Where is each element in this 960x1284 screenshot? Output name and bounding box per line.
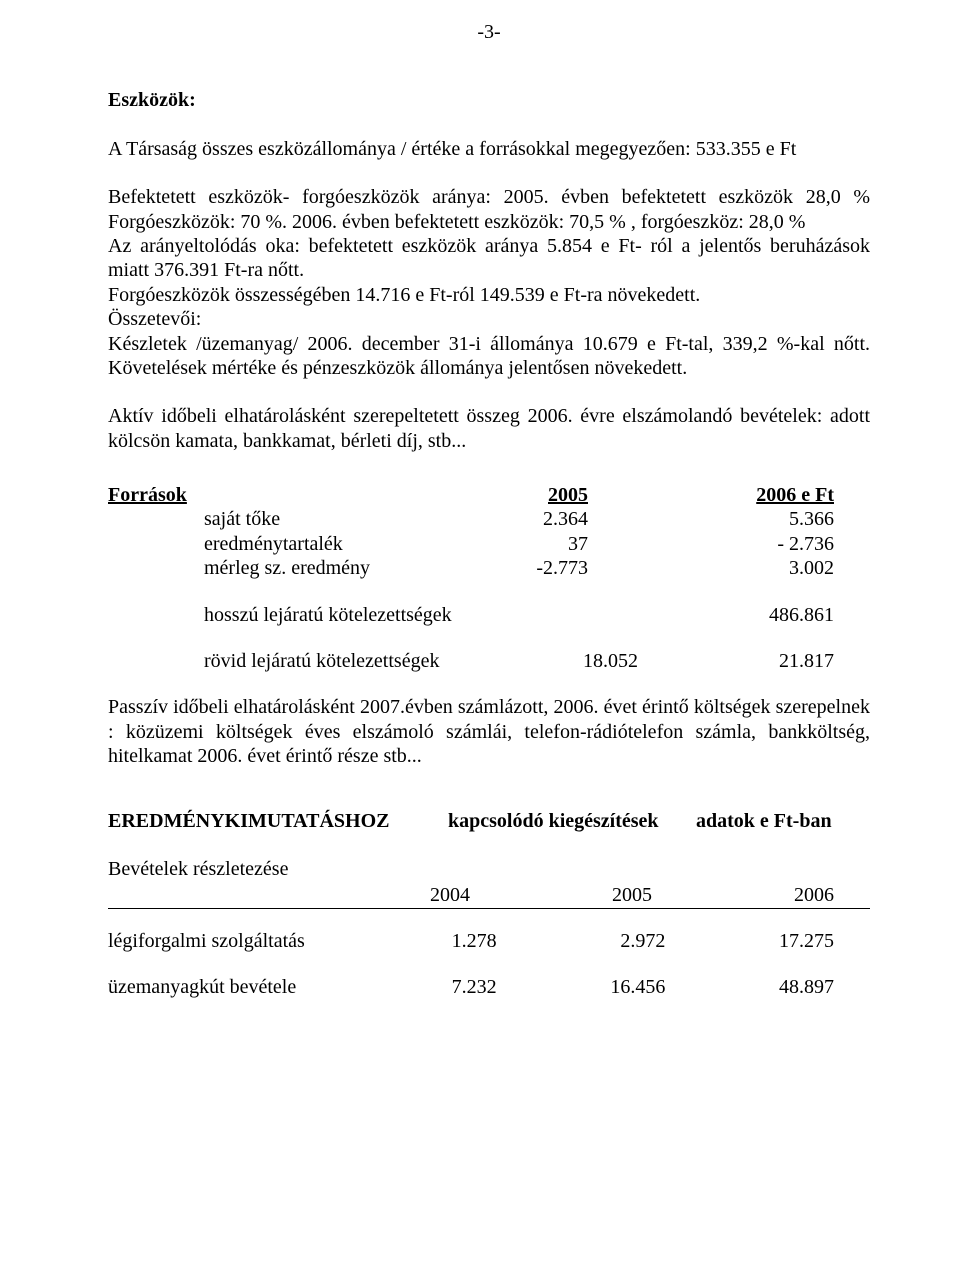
cell-value: 2.364 (448, 507, 648, 531)
eredmeny-col3: adatok e Ft-ban (696, 809, 870, 833)
paragraph-8: Passzív időbeli elhatárolásként 2007.évb… (108, 695, 870, 768)
row-value: 2.972 (537, 929, 706, 953)
row-value: 1.278 (368, 929, 537, 953)
forrasok-header-row: Források 2005 2006 e Ft (108, 483, 870, 507)
cell-value: - 2.736 (648, 532, 870, 556)
cell-label: rövid lejáratú kötelezettségek (204, 649, 514, 673)
row-value: 16.456 (537, 975, 706, 999)
forrasok-row: saját tőke 2.364 5.366 (108, 507, 870, 531)
paragraph-5: Összetevői: (108, 307, 870, 331)
paragraph-7: Aktív időbeli elhatárolásként szerepelte… (108, 404, 870, 453)
cell-value: 18.052 (514, 649, 648, 673)
forrasok-header-2006: 2006 e Ft (648, 483, 870, 507)
cell-value: 486.861 (648, 603, 870, 627)
cell-value: 3.002 (648, 556, 870, 580)
cell-value (514, 603, 648, 627)
long-term-row: hosszú lejáratú kötelezettségek 486.861 (108, 603, 870, 627)
paragraph-6: Készletek /üzemanyag/ 2006. december 31-… (108, 332, 870, 381)
row-label: üzemanyagkút bevétele (108, 975, 368, 999)
short-term-row: rövid lejáratú kötelezettségek 18.052 21… (108, 649, 870, 673)
forrasok-table: Források 2005 2006 e Ft saját tőke 2.364… (108, 483, 870, 673)
row-value: 7.232 (368, 975, 537, 999)
paragraph-4: Forgóeszközök összességében 14.716 e Ft-… (108, 283, 870, 307)
cell-label: hosszú lejáratú kötelezettségek (204, 603, 514, 627)
forrasok-header-2005: 2005 (448, 483, 648, 507)
data-row: légiforgalmi szolgáltatás 1.278 2.972 17… (108, 929, 870, 953)
eredmeny-heading: EREDMÉNYKIMUTATÁSHOZ kapcsolódó kiegészí… (108, 809, 870, 833)
cell-label: mérleg sz. eredmény (204, 556, 448, 580)
row-value: 48.897 (705, 975, 870, 999)
data-row: üzemanyagkút bevétele 7.232 16.456 48.89… (108, 975, 870, 999)
row-label: légiforgalmi szolgáltatás (108, 929, 368, 953)
forrasok-header-label: Források (108, 483, 448, 507)
page-container: -3- Eszközök: A Társaság összes eszközál… (0, 0, 960, 1062)
eredmeny-col1: EREDMÉNYKIMUTATÁSHOZ (108, 809, 448, 833)
year-2004: 2004 (328, 883, 510, 907)
cell-label: saját tőke (204, 507, 448, 531)
page-number: -3- (108, 20, 870, 44)
year-header-row: 2004 2005 2006 (108, 883, 870, 908)
forrasok-row: mérleg sz. eredmény -2.773 3.002 (108, 556, 870, 580)
cell-value: 37 (448, 532, 648, 556)
paragraph-3: Az arányeltolódás oka: befektetett eszkö… (108, 234, 870, 283)
forrasok-row: eredménytartalék 37 - 2.736 (108, 532, 870, 556)
cell-value: 21.817 (648, 649, 870, 673)
paragraph-1: A Társaság összes eszközállománya / érté… (108, 137, 870, 161)
cell-value: 5.366 (648, 507, 870, 531)
heading-eszkozok: Eszközök: (108, 88, 870, 112)
year-2006: 2006 (692, 883, 870, 907)
bevetel-subtitle: Bevételek részletezése (108, 857, 870, 881)
paragraph-2: Befektetett eszközök- forgóeszközök arán… (108, 185, 870, 234)
eredmeny-col2: kapcsolódó kiegészítések (448, 809, 696, 833)
cell-value: -2.773 (448, 556, 648, 580)
row-value: 17.275 (705, 929, 870, 953)
cell-label: eredménytartalék (204, 532, 448, 556)
year-2005: 2005 (510, 883, 692, 907)
